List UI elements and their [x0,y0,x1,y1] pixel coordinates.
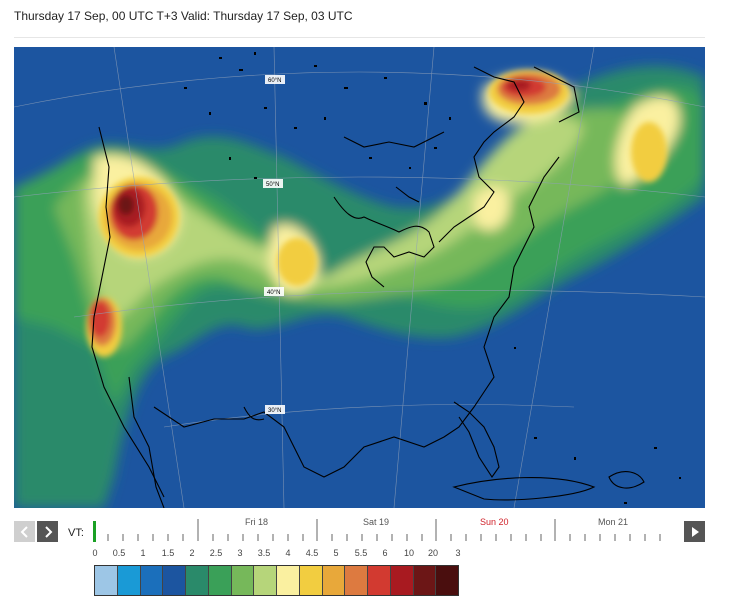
play-button[interactable] [684,521,705,542]
legend-swatch [436,566,458,595]
timeline-ticks [93,519,661,542]
field-8 [474,186,510,231]
latitude-labels: 60°N 50°N 40°N 30°N [263,75,285,414]
legend-label: 5.5 [354,548,368,558]
legend-swatch [322,566,346,595]
time-slider[interactable]: Fri 18 Sat 19 Sun 20 Mon 21 [93,514,663,544]
header-divider [14,37,705,38]
legend-swatch [368,566,391,595]
page-title: Thursday 17 Sep, 00 UTC T+3 Valid: Thurs… [14,9,353,23]
timeline-day-sun[interactable]: Sun 20 [480,517,509,527]
chevron-right-icon [44,525,52,538]
legend-swatch [254,566,277,595]
color-legend [94,565,459,596]
legend-label: 2.5 [209,548,223,558]
timeline-day-fri[interactable]: Fri 18 [245,517,269,527]
legend-swatch [231,566,255,595]
legend-label: 1 [140,548,146,558]
current-step-marker [93,521,96,542]
legend-label: 2 [189,548,195,558]
vt-label: VT: [68,527,84,539]
legend-swatch [277,566,300,595]
next-step-button[interactable] [37,521,58,542]
legend-label: 0 [92,548,98,558]
legend-label: 5 [333,548,339,558]
legend-label: 3 [455,548,461,558]
map-canvas: 60°N 50°N 40°N 30°N [14,47,705,508]
forecast-map[interactable]: 60°N 50°N 40°N 30°N [14,47,705,508]
timeline-day-mon[interactable]: Mon 21 [598,517,629,527]
coastlines [91,66,645,508]
legend-label: 10 [403,548,415,558]
legend-swatch [140,566,164,595]
legend-swatch [163,566,186,595]
legend-label: 3.5 [257,548,271,558]
legend-label: 20 [427,548,439,558]
legend-label: 4.5 [305,548,319,558]
lat-label-30: 30°N [268,408,281,414]
legend-swatch [413,566,437,595]
aod-hotspots [86,70,667,357]
legend-label: 4 [285,548,291,558]
legend-label: 3 [237,548,243,558]
arctic-islands [184,52,681,504]
legend-label: 6 [382,548,388,558]
legend-labels: 0 0.5 1 1.5 2 2.5 3 3.5 4 4.5 5 5.5 6 10… [88,548,468,560]
timeline-day-sat[interactable]: Sat 19 [363,517,390,527]
legend-label: 1.5 [161,548,175,558]
lat-label-50: 50°N [266,182,279,188]
legend-swatch [95,566,118,595]
play-icon [691,526,699,537]
graticule [14,47,705,508]
legend-swatch [208,566,232,595]
lat-label-60: 60°N [268,78,281,84]
lat-label-40: 40°N [267,290,280,296]
prev-step-button[interactable] [14,521,35,542]
legend-swatch [390,566,414,595]
legend-swatch [117,566,141,595]
legend-label: 0.5 [112,548,126,558]
chevron-left-icon [20,525,28,538]
legend-swatch [299,566,323,595]
legend-swatch [345,566,368,595]
legend-swatch [186,566,209,595]
